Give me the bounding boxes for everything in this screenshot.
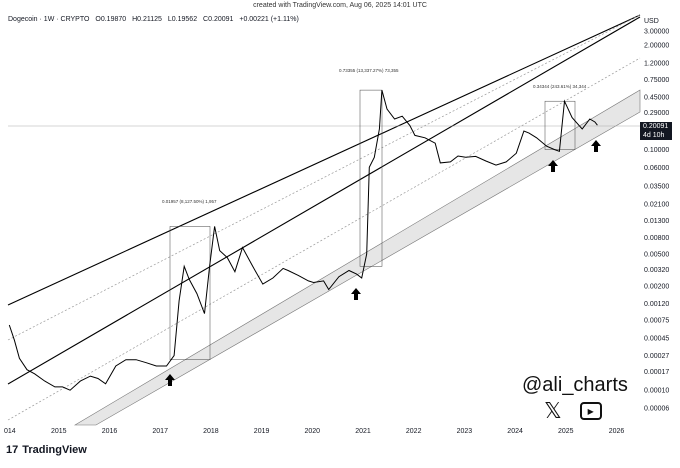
x-tick-label: 2016 — [102, 428, 118, 435]
y-tick-label: 0.00006 — [644, 406, 669, 413]
y-tick-label: 0.75000 — [644, 77, 669, 84]
y-tick-label: 0.00120 — [644, 301, 669, 308]
x-tick-label: 2015 — [51, 428, 67, 435]
measure-box — [169, 226, 211, 360]
currency-label: USD — [644, 18, 659, 25]
support-arrow-icon — [591, 140, 601, 152]
y-tick-label: 1.20000 — [644, 60, 669, 67]
y-tick-label: 0.00045 — [644, 335, 669, 342]
current-price: 0.20091 — [643, 123, 669, 130]
candle-countdown: 4d 10h — [643, 132, 665, 139]
x-tick-label: 2020 — [305, 428, 321, 435]
x-tick-label: 2025 — [558, 428, 574, 435]
y-tick-label: 3.00000 — [644, 29, 669, 36]
tradingview-footer[interactable]: 17 TradingView — [6, 444, 87, 456]
channel-layer — [7, 14, 641, 426]
y-tick-label: 0.00027 — [644, 353, 669, 360]
x-tick-label: 2021 — [355, 428, 371, 435]
x-tick-label: 2024 — [507, 428, 523, 435]
low-value: L0.19562 — [167, 16, 198, 23]
price-series-layer — [8, 89, 598, 391]
y-tick-label: 2.00000 — [644, 43, 669, 50]
middle-channel-line — [7, 16, 641, 385]
tradingview-logo-icon: 17 — [6, 444, 19, 456]
y-tick-label: 0.00200 — [644, 283, 669, 290]
open-value: O0.19870 — [95, 16, 127, 23]
y-tick-label: 0.02100 — [644, 201, 669, 208]
support-arrow-icon — [351, 288, 361, 300]
x-tick-label: 2022 — [406, 428, 422, 435]
y-tick-label: 0.00320 — [644, 267, 669, 274]
social-links: 𝕏 ▶ — [544, 400, 602, 422]
x-logo-icon[interactable]: 𝕏 — [544, 398, 562, 423]
y-tick-label: 0.00500 — [644, 251, 669, 258]
measure-label: 0.01957 (8,127.50%) 1,957 — [162, 199, 217, 204]
dotted-channel-line — [7, 57, 641, 421]
x-tick-label: 014 — [4, 428, 16, 435]
close-value: C0.20091 — [203, 16, 234, 23]
upper-channel-line — [7, 14, 641, 306]
symbol-header: Dogecoin · 1W · CRYPTO O0.19870 H0.21125… — [8, 16, 303, 23]
y-tick-label: 0.10000 — [644, 147, 669, 154]
time-axis: 014 2015 2016 2017 2018 2019 2020 2021 2022 2023 2… — [4, 428, 624, 435]
measure-label: 0.73355 (13,337.27%) 73,355 — [339, 68, 399, 73]
x-tick-label: 2018 — [203, 428, 219, 435]
y-tick-label: 0.00017 — [644, 369, 669, 376]
y-tick-label: 0.45000 — [644, 95, 669, 102]
y-tick-label: 0.00075 — [644, 317, 669, 324]
arrow-layer — [165, 140, 601, 386]
measure-box — [359, 89, 383, 267]
support-band — [73, 89, 641, 426]
y-tick-label: 0.29000 — [644, 110, 669, 117]
x-tick-label: 2023 — [457, 428, 473, 435]
dotted-channel-line — [7, 14, 641, 341]
support-arrow-icon — [165, 374, 175, 386]
price-axis: 3.00000 2.00000 1.20000 0.75000 0.45000 0.290… — [644, 29, 669, 413]
y-tick-label: 0.00010 — [644, 388, 669, 395]
play-icon[interactable]: ▶ — [579, 402, 602, 420]
change-value: +0.00221 (+1.11%) — [239, 16, 299, 23]
y-tick-label: 0.01300 — [644, 218, 669, 225]
high-value: H0.21125 — [132, 16, 162, 23]
footer-brand: TradingView — [22, 444, 87, 456]
author-handle: @ali_charts — [522, 374, 628, 396]
x-tick-label: 2026 — [609, 428, 625, 435]
x-tick-label: 2017 — [152, 428, 168, 435]
measure-label: 0.34344 (243.61%) 34,344 — [533, 84, 587, 89]
annotation-layer: 0.01957 (8,127.50%) 1,957 0.73355 (13,337… — [162, 68, 587, 360]
current-price-box: 0.20091 4d 10h — [640, 122, 672, 140]
price-line — [8, 89, 598, 391]
y-tick-label: 0.03500 — [644, 184, 669, 191]
x-tick-label: 2019 — [254, 428, 270, 435]
y-tick-label: 0.06000 — [644, 165, 669, 172]
y-tick-label: 0.00800 — [644, 235, 669, 242]
chart-credit-note: created with TradingView.com, Aug 06, 20… — [253, 2, 427, 9]
support-arrow-icon — [548, 160, 558, 172]
symbol-name[interactable]: Dogecoin · 1W · CRYPTO — [8, 16, 90, 23]
